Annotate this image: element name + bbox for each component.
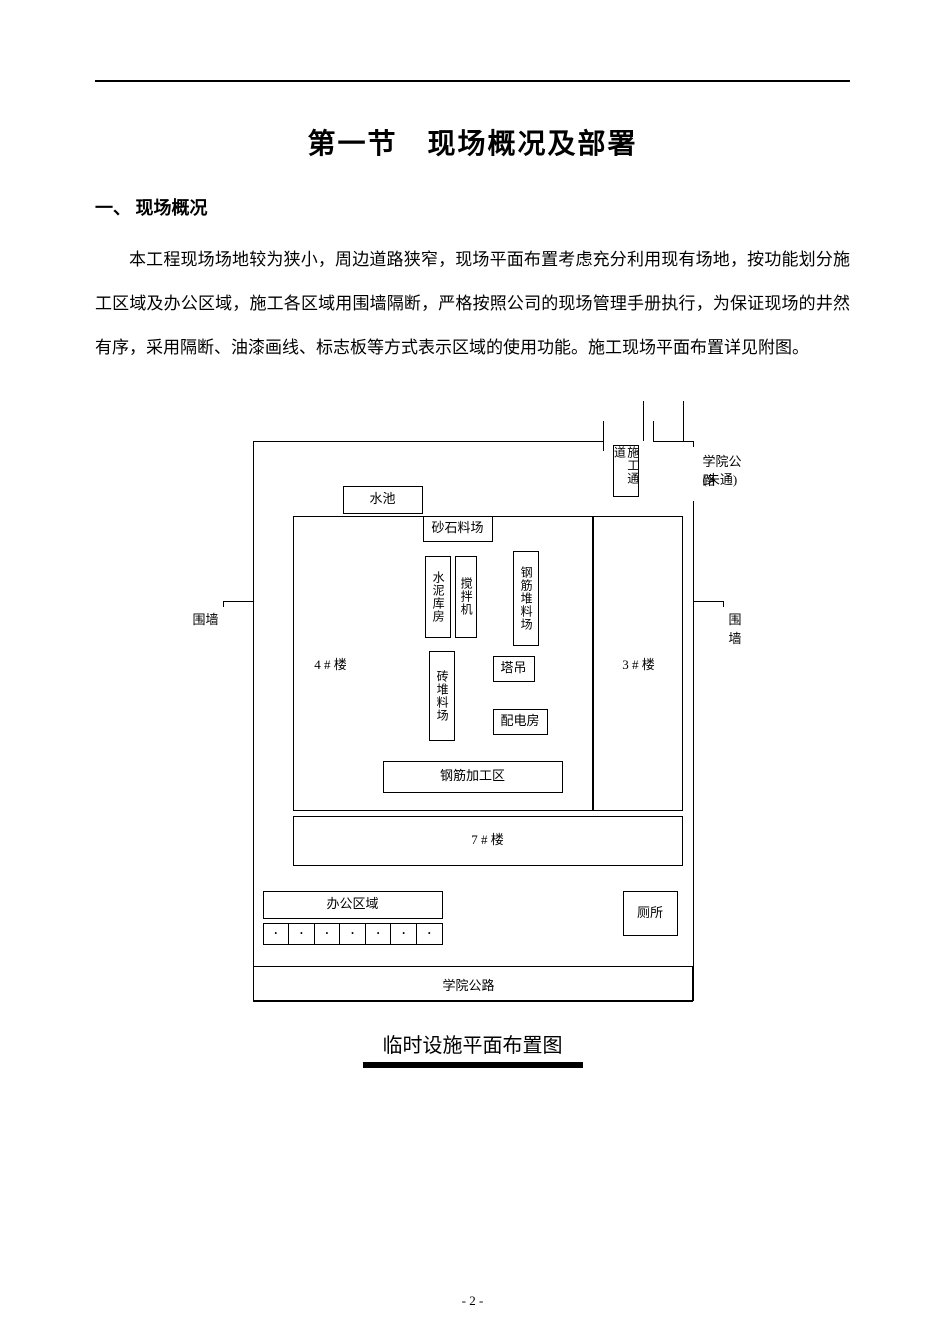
boundary-line: [683, 401, 684, 441]
boundary-line: [693, 441, 694, 447]
plan-box-bld7: 7 # 楼: [293, 816, 683, 866]
wall-label-left: 围墙: [193, 609, 219, 628]
plan-box-steel_yard: 钢筋堆料场: [513, 551, 539, 646]
boundary-line: [653, 421, 654, 441]
boundary-line: [253, 1001, 693, 1002]
plan-box-rebar: 钢筋加工区: [383, 761, 563, 793]
boundary-line: [603, 421, 604, 441]
boundary-line: [643, 401, 644, 441]
plan-box-cement: 水泥库房: [425, 556, 451, 638]
site-plan-diagram: 水池砂石料场水泥库房搅拌机 钢筋堆料场砖堆料场 塔吊配电房钢筋加工区 7 # 楼办公区…: [193, 401, 753, 1068]
body-paragraph: 本工程现场场地较为狭小，周边道路狭窄，现场平面布置考虑充分利用现有场地，按功能划…: [95, 238, 850, 371]
road-label-right-2: (未通): [703, 469, 738, 488]
page-title: 第一节 现场概况及部署: [95, 122, 850, 162]
document-page: 第一节 现场概况及部署 一、 现场概况 本工程现场场地较为狭小，周边道路狭窄，现…: [0, 0, 945, 1337]
plan-box-toilet: 厕所: [623, 891, 678, 936]
office-subcells: •••••••: [263, 923, 443, 945]
plan-box-pool: 水池: [343, 486, 423, 514]
boundary-line: [693, 601, 723, 602]
plan-box-sand: 砂石料场: [423, 516, 493, 542]
plan-box-bld4_label: 4 # 楼: [303, 656, 359, 676]
boundary-line: [253, 441, 603, 442]
boundary-line: [223, 601, 253, 602]
caption-underline: [363, 1062, 583, 1068]
plan-box-brick: 砖堆料场: [429, 651, 455, 741]
boundary-line: [253, 441, 254, 1001]
road-label-bottom: 学院公路: [443, 975, 495, 994]
page-number: - 2 -: [0, 1293, 945, 1309]
boundary-line: [723, 601, 724, 607]
plan-box-power: 配电房: [493, 709, 548, 735]
diagram-caption: 临时设施平面布置图: [193, 1029, 753, 1058]
plan-box-crane: 塔吊: [493, 656, 535, 682]
section-heading: 一、 现场概况: [95, 194, 850, 220]
plan-box-mixer: 搅拌机: [455, 556, 477, 638]
boundary-line: [693, 501, 694, 1001]
boundary-line: [603, 441, 604, 451]
boundary-line: [223, 601, 224, 607]
plan-box-bld3_label: 3 # 楼: [611, 656, 667, 676]
plan-box-entrance: 施工通道: [613, 445, 639, 497]
top-rule: [95, 80, 850, 82]
boundary-line: [653, 441, 693, 442]
wall-label-right: 围墙: [729, 609, 753, 647]
plan-box-office: 办公区域: [263, 891, 443, 919]
